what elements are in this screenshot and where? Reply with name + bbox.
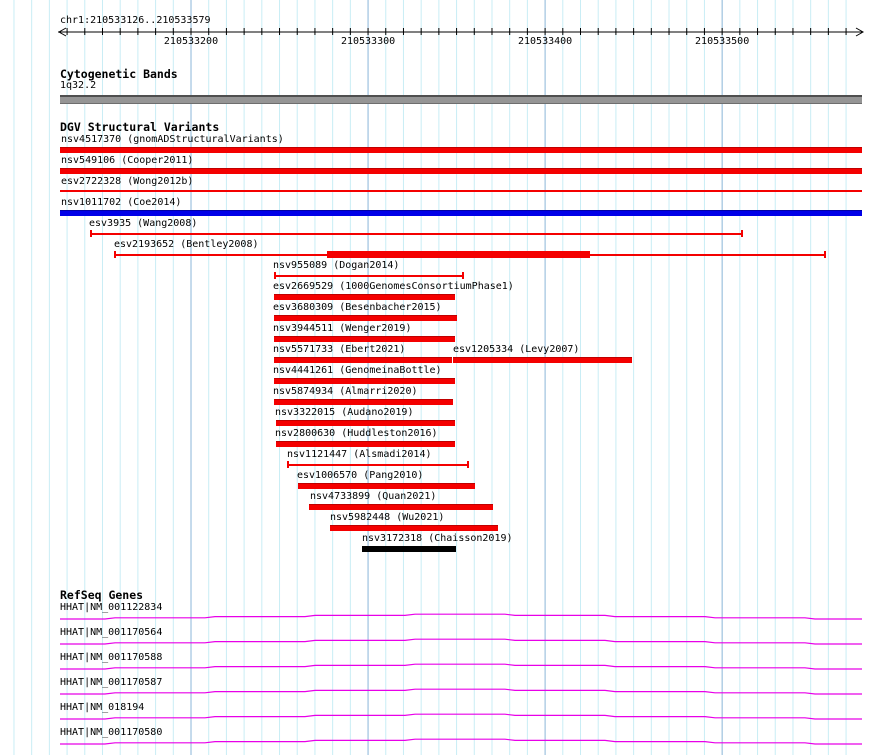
variant-bar[interactable] [60,147,862,153]
variant-range-left-endcap[interactable] [90,230,92,237]
gene-label[interactable]: HHAT|NM_018194 [60,702,145,713]
ruler-tick-label: 210533200 [163,36,219,47]
ruler-region-title: chr1:210533126..210533579 [60,15,211,26]
variant-label[interactable]: nsv3172318 (Chaisson2019) [362,533,513,544]
gene-label[interactable]: HHAT|NM_001170588 [60,652,163,663]
cytogenetic-bands-header: Cytogenetic Bands [60,67,178,81]
variant-label[interactable]: nsv5982448 (Wu2021) [330,512,445,523]
variant-label[interactable]: esv1006570 (Pang2010) [297,470,424,481]
variant-range-right-endcap[interactable] [741,230,743,237]
variant-range-line[interactable] [275,275,463,277]
variant-bar[interactable] [60,168,862,174]
dgv-track-header: DGV Structural Variants [60,120,220,134]
variant-label[interactable]: nsv5874934 (Almarri2020) [273,386,418,397]
variant-bar[interactable] [362,546,456,552]
variant-bar[interactable] [274,357,452,363]
gene-label[interactable]: HHAT|NM_001170580 [60,727,163,738]
ruler-left-arrow-icon [57,27,67,37]
ruler-tick-label: 210533400 [518,36,573,47]
variant-range-thick-segment[interactable] [327,251,590,258]
variant-bar[interactable] [274,378,455,384]
variant-label[interactable]: nsv3322015 (Audano2019) [275,407,414,418]
ruler-tick-label: 210533500 [695,36,750,47]
variant-label[interactable]: nsv955089 (Dogan2014) [273,260,400,271]
variant-range-line[interactable] [91,233,742,235]
variant-label[interactable]: nsv2800630 (Huddleston2016) [275,428,438,439]
variant-label[interactable]: nsv4441261 (GenomeinaBottle) [273,365,442,376]
cytogenetic-band-label: 1q32.2 [60,80,97,91]
gene-label[interactable]: HHAT|NM_001122834 [60,602,163,613]
variant-range-right-endcap[interactable] [824,251,826,258]
variant-range-left-endcap[interactable] [287,461,289,468]
variant-label[interactable]: nsv4733899 (Quan2021) [310,491,437,502]
gene-label[interactable]: HHAT|NM_001170564 [60,627,163,638]
variant-label[interactable]: nsv1011702 (Coe2014) [61,197,182,208]
variant-bar[interactable] [453,357,632,363]
variant-bar[interactable] [274,399,453,405]
variant-label[interactable]: esv2722328 (Wong2012b) [61,176,194,187]
variant-bar[interactable] [274,315,457,321]
variant-bar[interactable] [60,210,862,216]
variant-label[interactable]: nsv5571733 (Ebert2021) [273,344,406,355]
variant-label[interactable]: nsv3944511 (Wenger2019) [273,323,412,334]
gene-intron-line[interactable] [60,713,862,720]
gene-label[interactable]: HHAT|NM_001170587 [60,677,163,688]
variant-range-line[interactable] [288,464,468,466]
variant-label[interactable]: nsv1121447 (Alsmadi2014) [287,449,432,460]
variant-range-left-endcap[interactable] [274,272,276,279]
variant-bar[interactable] [309,504,493,510]
gene-intron-line[interactable] [60,638,862,645]
cytogenetic-band-bar[interactable] [60,95,862,104]
variant-range-right-endcap[interactable] [462,272,464,279]
variant-label[interactable]: esv3680309 (Besenbacher2015) [273,302,442,313]
variant-range-right-endcap[interactable] [467,461,469,468]
variant-label[interactable]: esv1205334 (Levy2007) [453,344,580,355]
gene-intron-line[interactable] [60,663,862,670]
variant-bar[interactable] [298,483,475,489]
gene-intron-line[interactable] [60,738,862,745]
variant-label[interactable]: nsv549106 (Cooper2011) [61,155,194,166]
variant-bar[interactable] [330,525,498,531]
variant-label[interactable]: esv2669529 (1000GenomesConsortiumPhase1) [273,281,514,292]
variant-bar[interactable] [276,441,455,447]
gene-intron-line[interactable] [60,688,862,695]
variant-bar[interactable] [274,294,455,300]
variant-label[interactable]: esv3935 (Wang2008) [89,218,198,229]
variant-label[interactable]: nsv4517370 (gnomADStructuralVariants) [61,134,284,145]
ruler-right-arrow-icon [855,27,865,37]
variant-range-left-endcap[interactable] [114,251,116,258]
variant-label[interactable]: esv2193652 (Bentley2008) [114,239,259,250]
gene-intron-line[interactable] [60,613,862,620]
variant-bar[interactable] [276,420,455,426]
ruler-tick-label: 210533300 [340,36,396,47]
refseq-track-header: RefSeq Genes [60,588,144,602]
variant-bar[interactable] [274,336,455,342]
variant-line[interactable] [60,190,862,192]
